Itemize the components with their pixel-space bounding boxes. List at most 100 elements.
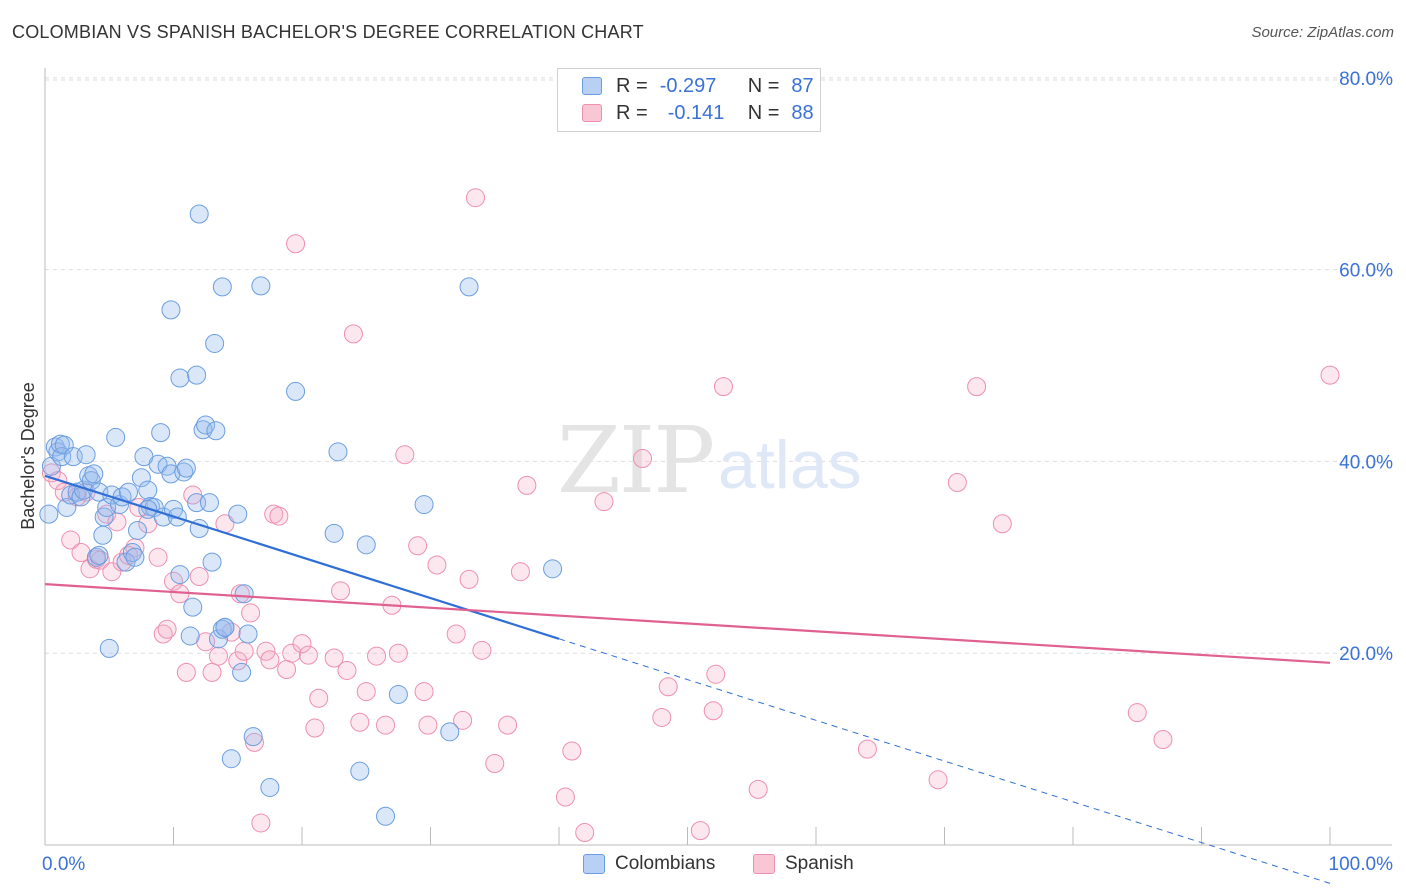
point-spanish [367,646,387,666]
point-spanish [343,324,363,344]
point-spanish [176,662,196,682]
trend-extension-colombians [558,638,1331,884]
legend-n-value: 87 [791,74,814,97]
point-colombians [183,597,203,617]
point-spanish [485,753,505,773]
point-spanish [418,715,438,735]
trend-lines [44,474,1331,884]
point-spanish [228,651,248,671]
point-colombians [99,638,119,658]
point-spanish [706,664,726,684]
gridlines [45,77,1392,654]
point-spanish [260,650,280,670]
point-colombians [116,552,136,572]
point-spanish [356,682,376,702]
point-spanish [337,660,357,680]
point-colombians [125,547,145,567]
point-colombians [180,626,200,646]
point-spanish [594,492,614,512]
point-spanish [967,377,987,397]
point-colombians [376,806,396,826]
point-spanish [992,514,1012,534]
point-colombians [221,749,241,769]
point-colombians [206,421,226,441]
axes [44,68,1392,846]
point-colombians [212,619,232,639]
source-label: Source: ZipAtlas.com [1251,24,1394,41]
point-colombians [208,629,228,649]
point-spanish [148,547,168,567]
point-spanish [658,677,678,697]
point-colombians [151,423,171,443]
watermark-zip: ZIP [557,407,713,514]
point-spanish [446,624,466,644]
point-spanish [1127,703,1147,723]
y-tick-label: 80.0% [1339,69,1393,90]
point-spanish [748,779,768,799]
point-colombians [84,464,104,484]
point-spanish [427,555,447,575]
point-spanish [414,682,434,702]
point-colombians [161,300,181,320]
legend-n-label: N = [747,74,780,97]
trend-line-colombians [44,474,560,640]
point-colombians [119,482,139,502]
point-spanish [1320,365,1340,385]
point-colombians [41,456,61,476]
watermark-atlas: atlas [718,427,862,503]
point-colombians [350,761,370,781]
legend-n-value: 88 [791,101,814,124]
point-spanish [269,506,289,526]
point-colombians [176,458,196,478]
point-colombians [260,777,280,797]
legend-item-spanish[interactable]: Spanish [753,851,854,877]
point-spanish [61,530,81,550]
x-tick-label: 100.0% [1329,854,1394,875]
x-tick-label: 0.0% [42,854,85,875]
point-colombians [170,368,190,388]
point-spanish [388,643,408,663]
point-spanish [241,603,261,623]
point-spanish [286,234,306,254]
legend-r-value: -0.297 [659,74,717,97]
point-spanish [305,718,325,738]
series-spanish-points [41,188,1340,843]
point-spanish [234,641,254,661]
point-colombians [388,684,408,704]
point-spanish [208,646,228,666]
point-colombians [440,722,460,742]
point-colombians [459,277,479,297]
point-colombians [97,497,117,517]
legend-item-colombians[interactable]: Colombians [583,851,715,877]
point-spanish [703,701,723,721]
point-colombians [170,565,190,585]
series-colombians-points [39,204,563,826]
point-colombians [93,525,113,545]
point-colombians [52,447,72,467]
stats-legend: R = -0.297 N = 87 R = -0.141 N = 88 [557,68,821,132]
point-spanish [555,787,575,807]
point-spanish [465,188,485,208]
point-colombians [199,493,219,513]
point-colombians [39,504,59,524]
point-colombians [356,535,376,555]
point-colombians [212,277,232,297]
point-colombians [234,584,254,604]
point-spanish [376,715,396,735]
point-spanish [928,770,948,790]
point-colombians [243,727,263,747]
point-spanish [575,823,595,843]
point-spanish [395,445,415,465]
point-colombians [286,381,306,401]
point-spanish [498,715,518,735]
legend-r-value: -0.141 [667,101,725,124]
point-spanish [857,739,877,759]
chart-title: COLOMBIAN VS SPANISH BACHELOR'S DEGREE C… [12,22,644,42]
legend-swatch-spanish [753,854,775,874]
point-colombians [543,559,563,579]
point-spanish [652,707,672,727]
legend-swatch-spanish [582,104,602,122]
point-colombians [202,552,222,572]
point-colombians [328,442,348,462]
